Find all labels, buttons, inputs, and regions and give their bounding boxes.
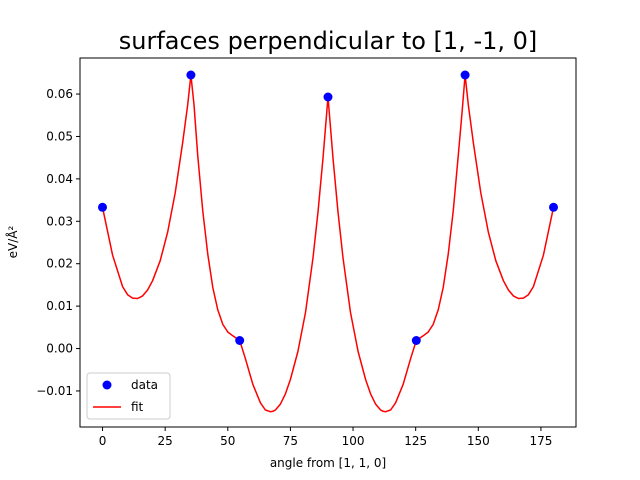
y-tick-label: 0.06 (46, 87, 73, 101)
y-axis-label: eV/Å² (5, 225, 20, 258)
y-tick-label: 0.05 (46, 129, 73, 143)
data-point (323, 92, 333, 102)
data-point (549, 202, 558, 212)
plot-area (98, 70, 558, 413)
axes-frame (79, 57, 577, 428)
y-tick-label: 0.00 (46, 342, 73, 356)
x-tick-label: 75 (283, 434, 298, 448)
y-tick-label: −0.01 (36, 384, 73, 398)
data-point (186, 70, 196, 80)
y-tick-label: 0.04 (46, 172, 73, 186)
axis-ticks: 0 25 50 75 100 125 150 175 −0.01 0.00 0.01 0.02 0.03… (36, 87, 552, 448)
y-tick-label: 0.03 (46, 214, 73, 228)
data-point (460, 70, 470, 80)
chart-title: surfaces perpendicular to [1, -1, 0] (119, 27, 538, 55)
data-point (411, 336, 421, 345)
y-tick-label: 0.02 (46, 257, 73, 271)
x-tick-label: 125 (404, 434, 427, 448)
x-axis-label: angle from [1, 1, 0] (270, 456, 386, 470)
x-tick-label: 0 (99, 434, 107, 448)
x-tick-label: 175 (529, 434, 552, 448)
legend: data fit (86, 372, 171, 420)
x-tick-label: 150 (467, 434, 490, 448)
legend-label-data: data (131, 378, 158, 392)
legend-marker-data (102, 380, 112, 390)
x-tick-label: 50 (220, 434, 235, 448)
data-point (235, 336, 245, 345)
legend-label-fit: fit (131, 400, 144, 414)
data-point (98, 202, 107, 212)
y-tick-label: 0.01 (46, 299, 73, 313)
x-tick-label: 25 (158, 434, 173, 448)
x-tick-label: 100 (342, 434, 365, 448)
